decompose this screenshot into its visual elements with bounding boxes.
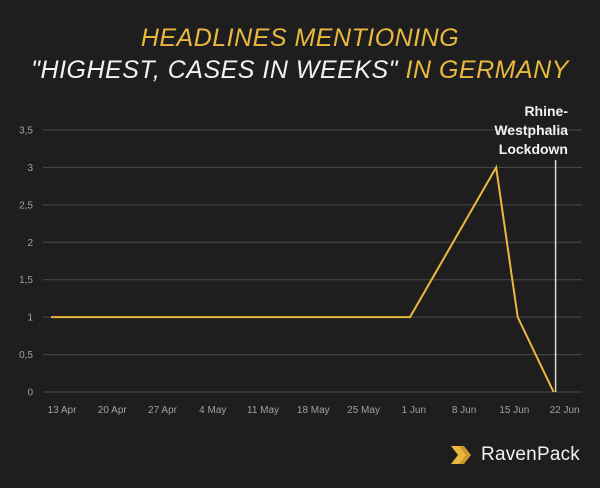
y-tick-label: 0: [27, 388, 33, 399]
x-tick-label: 25 May: [347, 405, 380, 416]
y-tick-label: 3,5: [19, 126, 33, 137]
y-tick-label: 0,5: [19, 350, 33, 361]
y-tick-label: 1,5: [19, 275, 33, 286]
x-tick-label: 27 Apr: [148, 405, 178, 416]
annotation-label-line: Rhine-: [524, 103, 568, 119]
chart-title: HEADLINES MENTIONING "HIGHEST, CASES IN …: [0, 22, 600, 86]
annotation-label-line: Westphalia: [494, 122, 568, 138]
x-tick-label: 20 Apr: [98, 405, 128, 416]
x-tick-label: 22 Jun: [550, 405, 580, 416]
x-tick-label: 18 May: [297, 405, 330, 416]
x-tick-label: 11 May: [247, 405, 279, 416]
title-line-2: "HIGHEST, CASES IN WEEKS" IN GERMANY: [0, 54, 600, 86]
x-tick-label: 13 Apr: [48, 405, 78, 416]
title-line-1: HEADLINES MENTIONING: [0, 22, 600, 54]
x-tick-label: 8 Jun: [452, 405, 476, 416]
title-line-1-text: HEADLINES MENTIONING: [140, 24, 460, 52]
annotation-label-line: Lockdown: [499, 141, 568, 157]
y-tick-label: 2: [27, 238, 33, 249]
annotation-label: Rhine- Westphalia Lockdown: [494, 103, 568, 157]
x-tick-label: 15 Jun: [499, 405, 529, 416]
ravenpack-logo: RavenPack: [451, 444, 580, 466]
y-tick-label: 2,5: [19, 200, 33, 211]
x-tick-label: 1 Jun: [402, 405, 426, 416]
title-quoted-phrase: "HIGHEST, CASES IN WEEKS": [31, 56, 399, 84]
title-country: IN GERMANY: [398, 56, 569, 84]
logo-text: RavenPack: [481, 444, 580, 465]
x-tick-label: 4 May: [199, 405, 226, 416]
ravenpack-chevron-icon: [451, 446, 472, 464]
y-tick-label: 1: [27, 313, 33, 324]
y-tick-label: 3: [27, 163, 33, 174]
